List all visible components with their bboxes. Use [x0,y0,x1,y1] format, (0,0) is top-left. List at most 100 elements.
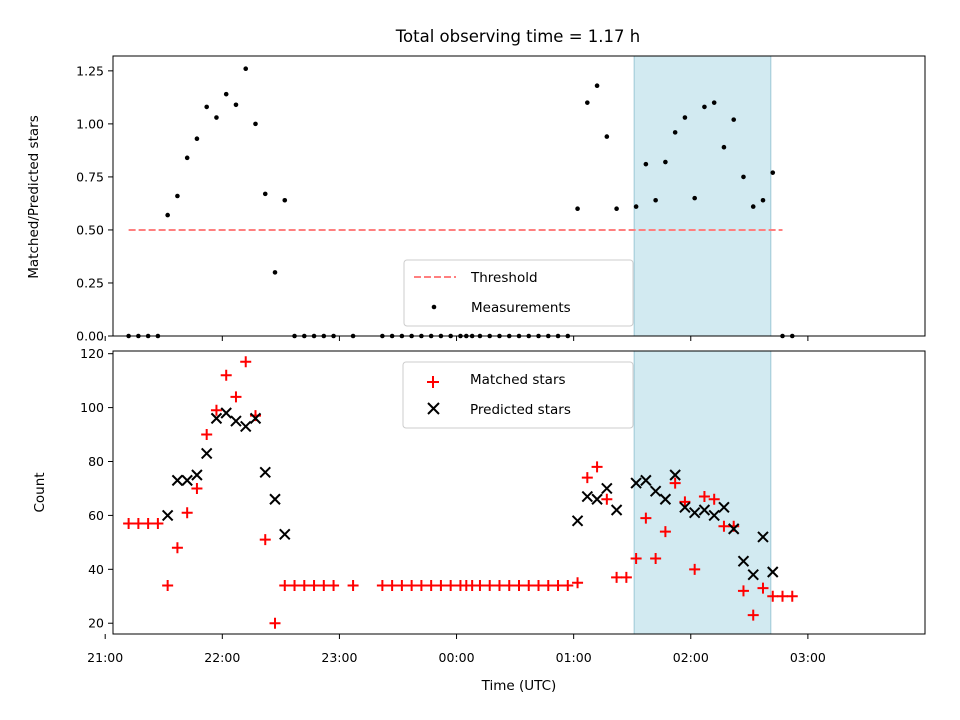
predicted-star-point [688,507,701,519]
measurement-point [692,195,697,201]
matched-star-point [503,579,515,591]
predicted-star-point [669,469,681,481]
matched-star-point [210,404,222,416]
predicted-star-point [171,474,184,487]
x-tick-label: 03:00 [790,650,826,665]
legend-matched-swatch [427,376,439,388]
bottom-y-tick-label: 80 [88,454,104,469]
legend-predicted-swatch [427,402,440,415]
bottom-y-tick-label: 60 [88,508,104,523]
measurement-point [760,197,766,203]
matched-star-point [523,579,535,591]
measurement-point [214,115,219,120]
matched-star-point [123,517,135,529]
top-y-tick-label: 0.50 [76,222,104,237]
matched-star-point [581,472,593,484]
matched-star-point [289,579,301,591]
measurement-point [575,206,580,212]
matched-star-point [406,579,418,591]
bottom-y-tick-label: 120 [80,346,104,361]
measurement-point [702,104,707,110]
measurement-point [721,144,727,150]
matched-star-points [123,356,798,629]
matched-star-point [542,579,554,591]
measurement-point [682,115,688,120]
matched-star-point [298,579,310,591]
measurement-point [262,191,268,197]
measurement-point [770,170,776,175]
matched-star-point [445,579,457,591]
predicted-star-point [659,493,672,505]
predicted-star-point [269,493,281,505]
predicted-star-point [591,493,603,505]
ratio-panel: 0.00 0.25 0.50 0.75 1.00 1.25 Matched/Predict… [26,55,926,344]
top-legend-box [403,259,634,327]
matched-star-point [679,496,691,508]
x-tick-label: 02:00 [673,650,709,665]
legend-matched-label: Matched stars [470,372,566,388]
measurement-point [594,83,600,88]
top-y-tick-label: 1.00 [76,116,104,131]
matched-star-point [474,579,486,591]
matched-star-point [318,579,330,591]
predicted-star-point [728,523,740,535]
predicted-star-point [210,412,223,425]
bottom-y-tick-label: 20 [88,616,104,631]
matched-star-point [640,512,652,524]
matched-star-point [533,579,545,591]
measurement-point [604,134,610,139]
measurement-point [614,206,619,212]
predicted-star-point [757,531,769,543]
matched-star-point [230,391,242,403]
matched-star-point [786,590,798,602]
matched-star-point [171,542,183,554]
predicted-star-point [279,528,291,540]
predicted-star-point [610,504,623,516]
measurement-point [184,155,190,161]
matched-star-point [347,579,359,591]
predicted-star-point [601,482,613,495]
matched-star-point [396,579,408,591]
measurement-point [223,91,229,97]
measurement-point [731,117,737,122]
predicted-star-point [649,485,662,497]
bottom-x-ticks: 21:00 22:00 23:00 00:00 01:00 02:00 03:00 [87,634,826,665]
x-tick-label: 01:00 [556,650,592,665]
top-legend: Threshold Measurements [403,259,634,327]
count-panel: 20 40 60 80 100 120 21:00 22:00 23:00 00:00 01:00… [32,346,926,694]
measurement-point [204,104,209,110]
bottom-y-tick-label: 40 [88,562,104,577]
matched-star-point [513,579,525,591]
bottom-y-ticks: 20 40 60 80 100 120 [80,346,113,631]
top-y-tick-label: 0.25 [76,275,104,290]
measurement-point [633,204,639,209]
matched-star-point [386,579,398,591]
x-tick-label: 00:00 [439,650,475,665]
measurement-point [165,212,170,218]
predicted-star-point [767,566,779,578]
x-tick-label: 21:00 [87,650,123,665]
matched-star-point [562,579,574,591]
matched-star-point [767,590,779,602]
matched-star-point [425,579,437,591]
predicted-star-point [230,415,242,427]
matched-star-point [757,582,769,594]
legend-threshold-label: Threshold [470,270,538,286]
matched-star-point [611,571,623,583]
measurement-point [653,197,658,203]
matched-star-point [240,356,252,368]
legend-measurement-swatch [431,304,437,310]
matched-star-point [259,534,271,546]
matched-star-point [689,563,701,575]
matched-star-point [435,579,447,591]
predicted-star-point [240,420,252,433]
matched-star-point [201,429,213,441]
top-y-tick-label: 0.00 [76,329,104,344]
measurement-point [741,174,746,180]
predicted-star-point [581,490,594,503]
bottom-y-axis-label: Count [32,472,48,512]
legend-predicted-label: Predicted stars [470,402,571,418]
matched-star-point [132,517,144,529]
top-y-axis-label: Matched/Predicted stars [26,115,42,278]
